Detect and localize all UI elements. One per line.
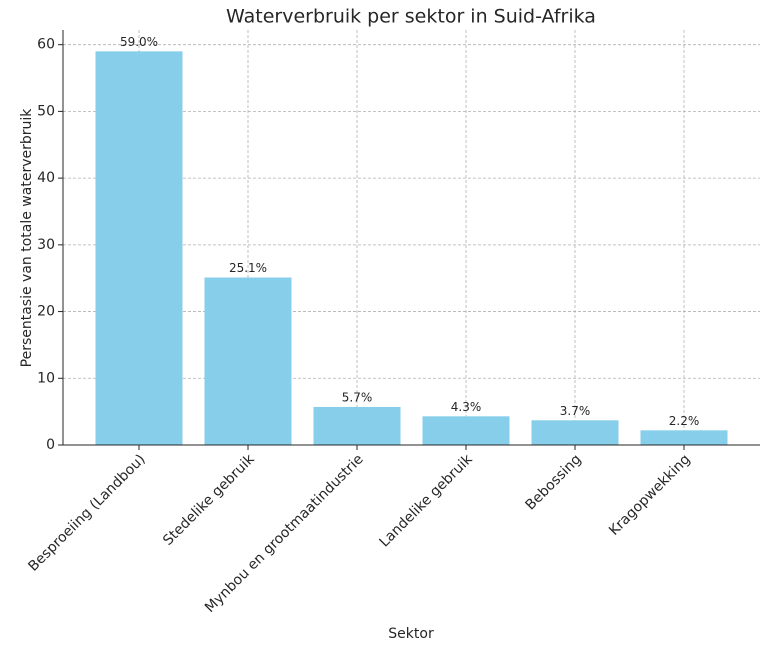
x-tick-label: Stedelike gebruik <box>160 451 258 549</box>
bar <box>95 51 183 445</box>
axes <box>62 30 760 446</box>
bar <box>640 430 728 445</box>
y-tick-label: 40 <box>37 170 55 186</box>
x-axis-label: Sektor <box>388 626 434 642</box>
value-label: 4.3% <box>451 400 482 414</box>
y-tick-label: 20 <box>37 304 55 320</box>
value-label: 3.7% <box>560 404 591 418</box>
y-tick-label: 10 <box>37 370 55 386</box>
bar <box>531 420 619 445</box>
y-tick-label: 60 <box>37 37 55 53</box>
x-tick-label: Besproeiing (Landbou) <box>25 451 148 574</box>
bar <box>204 277 292 445</box>
x-tick-label: Bebossing <box>522 451 584 513</box>
value-label: 25.1% <box>229 261 267 275</box>
value-label: 59.0% <box>120 35 158 49</box>
value-label: 5.7% <box>342 390 373 404</box>
x-tick-label: Landelike gebruik <box>377 451 477 551</box>
y-axis-label: Persentasie van totale waterverbruik <box>19 108 35 368</box>
y-tick-label: 50 <box>37 103 55 119</box>
y-tick-label: 30 <box>37 237 55 253</box>
chart-title: Waterverbruik per sektor in Suid-Afrika <box>226 6 596 28</box>
y-tick-label: 0 <box>46 437 55 453</box>
bar <box>422 416 510 445</box>
bar <box>313 406 401 445</box>
x-tick-label: Kragopwekking <box>606 451 694 539</box>
value-label: 2.2% <box>669 414 700 428</box>
